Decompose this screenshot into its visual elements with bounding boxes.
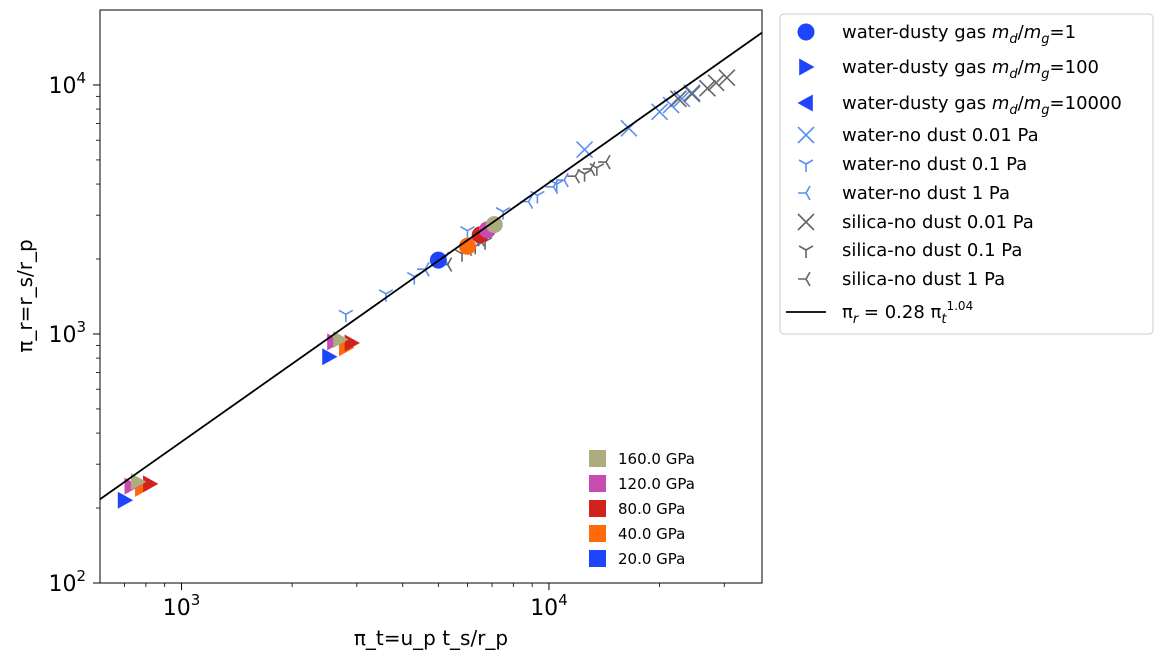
data-point xyxy=(669,90,687,108)
data-point xyxy=(698,79,717,97)
pressure-swatch xyxy=(589,500,606,517)
data-point xyxy=(485,216,503,234)
legend-marker xyxy=(799,58,815,76)
legend-label: water-no dust 1 Pa xyxy=(842,183,1010,204)
legend-marker xyxy=(797,213,815,231)
data-point xyxy=(344,334,360,352)
pressure-label: 160.0 GPa xyxy=(618,450,695,468)
data-point xyxy=(460,225,475,239)
pressure-label: 40.0 GPa xyxy=(618,525,685,543)
legend-marker xyxy=(798,159,814,172)
legend-label: water-no dust 0.01 Pa xyxy=(842,125,1039,146)
legend-marker xyxy=(798,185,811,201)
pressure-label: 120.0 GPa xyxy=(618,475,695,493)
legend-marker xyxy=(797,23,815,41)
legend-label: water-dusty gas md/mg=100 xyxy=(842,57,1099,82)
data-point xyxy=(338,309,354,323)
plot-marks xyxy=(117,69,736,509)
pressure-swatch xyxy=(589,550,606,567)
y-axis-label: π_r=r_s/r_p xyxy=(13,239,37,352)
pressure-label: 20.0 GPa xyxy=(618,550,685,568)
data-point xyxy=(567,168,581,184)
data-point xyxy=(576,141,594,159)
data-point xyxy=(530,190,545,204)
data-point xyxy=(718,69,736,87)
legend-label: water-dusty gas md/mg=10000 xyxy=(842,93,1122,118)
y-tick-label: 102 xyxy=(48,567,86,597)
data-point xyxy=(322,348,338,366)
main-legend: water-dusty gas md/mg=1 water-dusty gas m… xyxy=(779,13,1154,335)
data-point xyxy=(333,331,349,349)
legend-label: water-no dust 0.1 Pa xyxy=(842,154,1027,175)
plot-frame xyxy=(99,9,763,584)
data-point xyxy=(577,169,592,182)
x-tick-label: 103 xyxy=(163,591,201,621)
x-tick-label: 104 xyxy=(530,591,568,621)
pressure-legend: 160.0 GPa 120.0 GPa 80.0 GPa 40.0 GPa 20.0 G… xyxy=(589,450,695,568)
y-tick-label: 103 xyxy=(48,318,86,348)
pressure-swatch xyxy=(589,475,606,492)
y-tick-label: 104 xyxy=(48,69,86,99)
x-axis-label: π_t=u_p t_s/r_p xyxy=(354,626,508,650)
legend-label: silica-no dust 0.01 Pa xyxy=(842,212,1034,233)
axes: 103 104 102 103 104 xyxy=(48,69,725,621)
pressure-swatch xyxy=(589,450,606,467)
legend-label: silica-no dust 0.1 Pa xyxy=(842,240,1022,261)
data-point xyxy=(130,473,147,491)
legend-label-fit: πr = 0.28 πt1.04 xyxy=(842,299,973,327)
legend-label: water-dusty gas md/mg=1 xyxy=(842,22,1076,47)
legend-label: silica-no dust 1 Pa xyxy=(842,269,1005,290)
data-point xyxy=(458,237,476,255)
fit-line xyxy=(99,31,763,500)
legend-marker xyxy=(797,94,813,112)
legend-marker xyxy=(798,245,814,258)
data-point xyxy=(378,289,394,302)
data-point xyxy=(598,154,611,170)
data-point xyxy=(117,491,134,509)
data-point xyxy=(707,74,725,92)
legend-marker xyxy=(797,126,815,144)
data-point xyxy=(651,103,669,121)
pressure-swatch xyxy=(589,525,606,542)
data-point xyxy=(683,85,701,103)
data-point xyxy=(556,172,569,188)
data-point xyxy=(683,84,701,102)
data-point xyxy=(143,475,159,493)
legend-marker xyxy=(798,271,811,287)
data-point xyxy=(545,179,559,195)
legend-frame xyxy=(779,13,1154,335)
pressure-label: 80.0 GPa xyxy=(618,500,685,518)
data-point xyxy=(582,161,596,177)
